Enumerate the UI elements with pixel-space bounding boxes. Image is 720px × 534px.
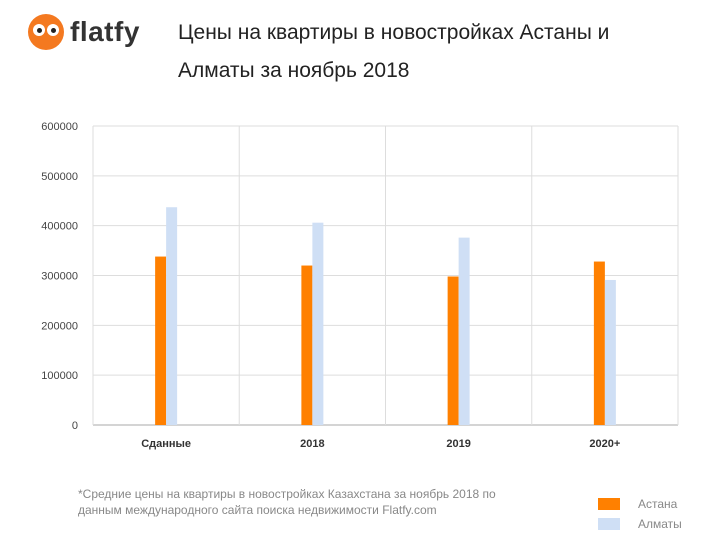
bar-almaty bbox=[166, 207, 178, 425]
bar-astana bbox=[155, 256, 167, 425]
chart-title: Цены на квартиры в новостройках Астаны и… bbox=[178, 21, 610, 82]
owl-eyes-icon bbox=[28, 14, 64, 50]
legend-item-astana: Астана bbox=[598, 494, 682, 514]
bar-astana bbox=[301, 265, 313, 425]
y-tick-label: 200000 bbox=[41, 320, 78, 332]
y-tick-label: 600000 bbox=[41, 121, 78, 133]
legend-swatch bbox=[598, 498, 620, 510]
flatfy-logo: flatfy bbox=[28, 14, 158, 50]
y-tick-label: 100000 bbox=[41, 370, 78, 382]
bar-astana bbox=[447, 276, 459, 425]
chart-legend: Астана Алматы bbox=[598, 494, 682, 534]
bar-almaty bbox=[458, 237, 470, 425]
y-tick-label: 0 bbox=[72, 420, 78, 432]
legend-item-almaty: Алматы bbox=[598, 514, 682, 534]
x-tick-label: 2019 bbox=[446, 438, 470, 450]
bar-astana bbox=[593, 261, 605, 425]
x-axis-ticks: Сданные 2018 2019 2020+ bbox=[141, 438, 620, 450]
x-tick-label: 2020+ bbox=[589, 438, 620, 450]
x-tick-label: Сданные bbox=[141, 438, 191, 450]
footnote: *Средние цены на квартиры в новостройках… bbox=[78, 487, 496, 517]
chart-grid bbox=[92, 125, 679, 426]
y-tick-label: 500000 bbox=[41, 171, 78, 183]
y-tick-label: 400000 bbox=[41, 221, 78, 233]
logo-text: flatfy bbox=[70, 16, 140, 47]
y-tick-label: 300000 bbox=[41, 271, 78, 283]
legend-swatch bbox=[598, 518, 620, 530]
y-axis-ticks: 0 100000 200000 300000 400000 500000 600000 bbox=[41, 121, 78, 432]
bar-almaty bbox=[312, 222, 324, 425]
legend-label: Алматы bbox=[638, 517, 682, 531]
legend-label: Астана bbox=[638, 497, 678, 511]
x-tick-label: 2018 bbox=[300, 438, 324, 450]
chart-bars bbox=[155, 207, 616, 425]
bar-almaty bbox=[604, 279, 616, 425]
